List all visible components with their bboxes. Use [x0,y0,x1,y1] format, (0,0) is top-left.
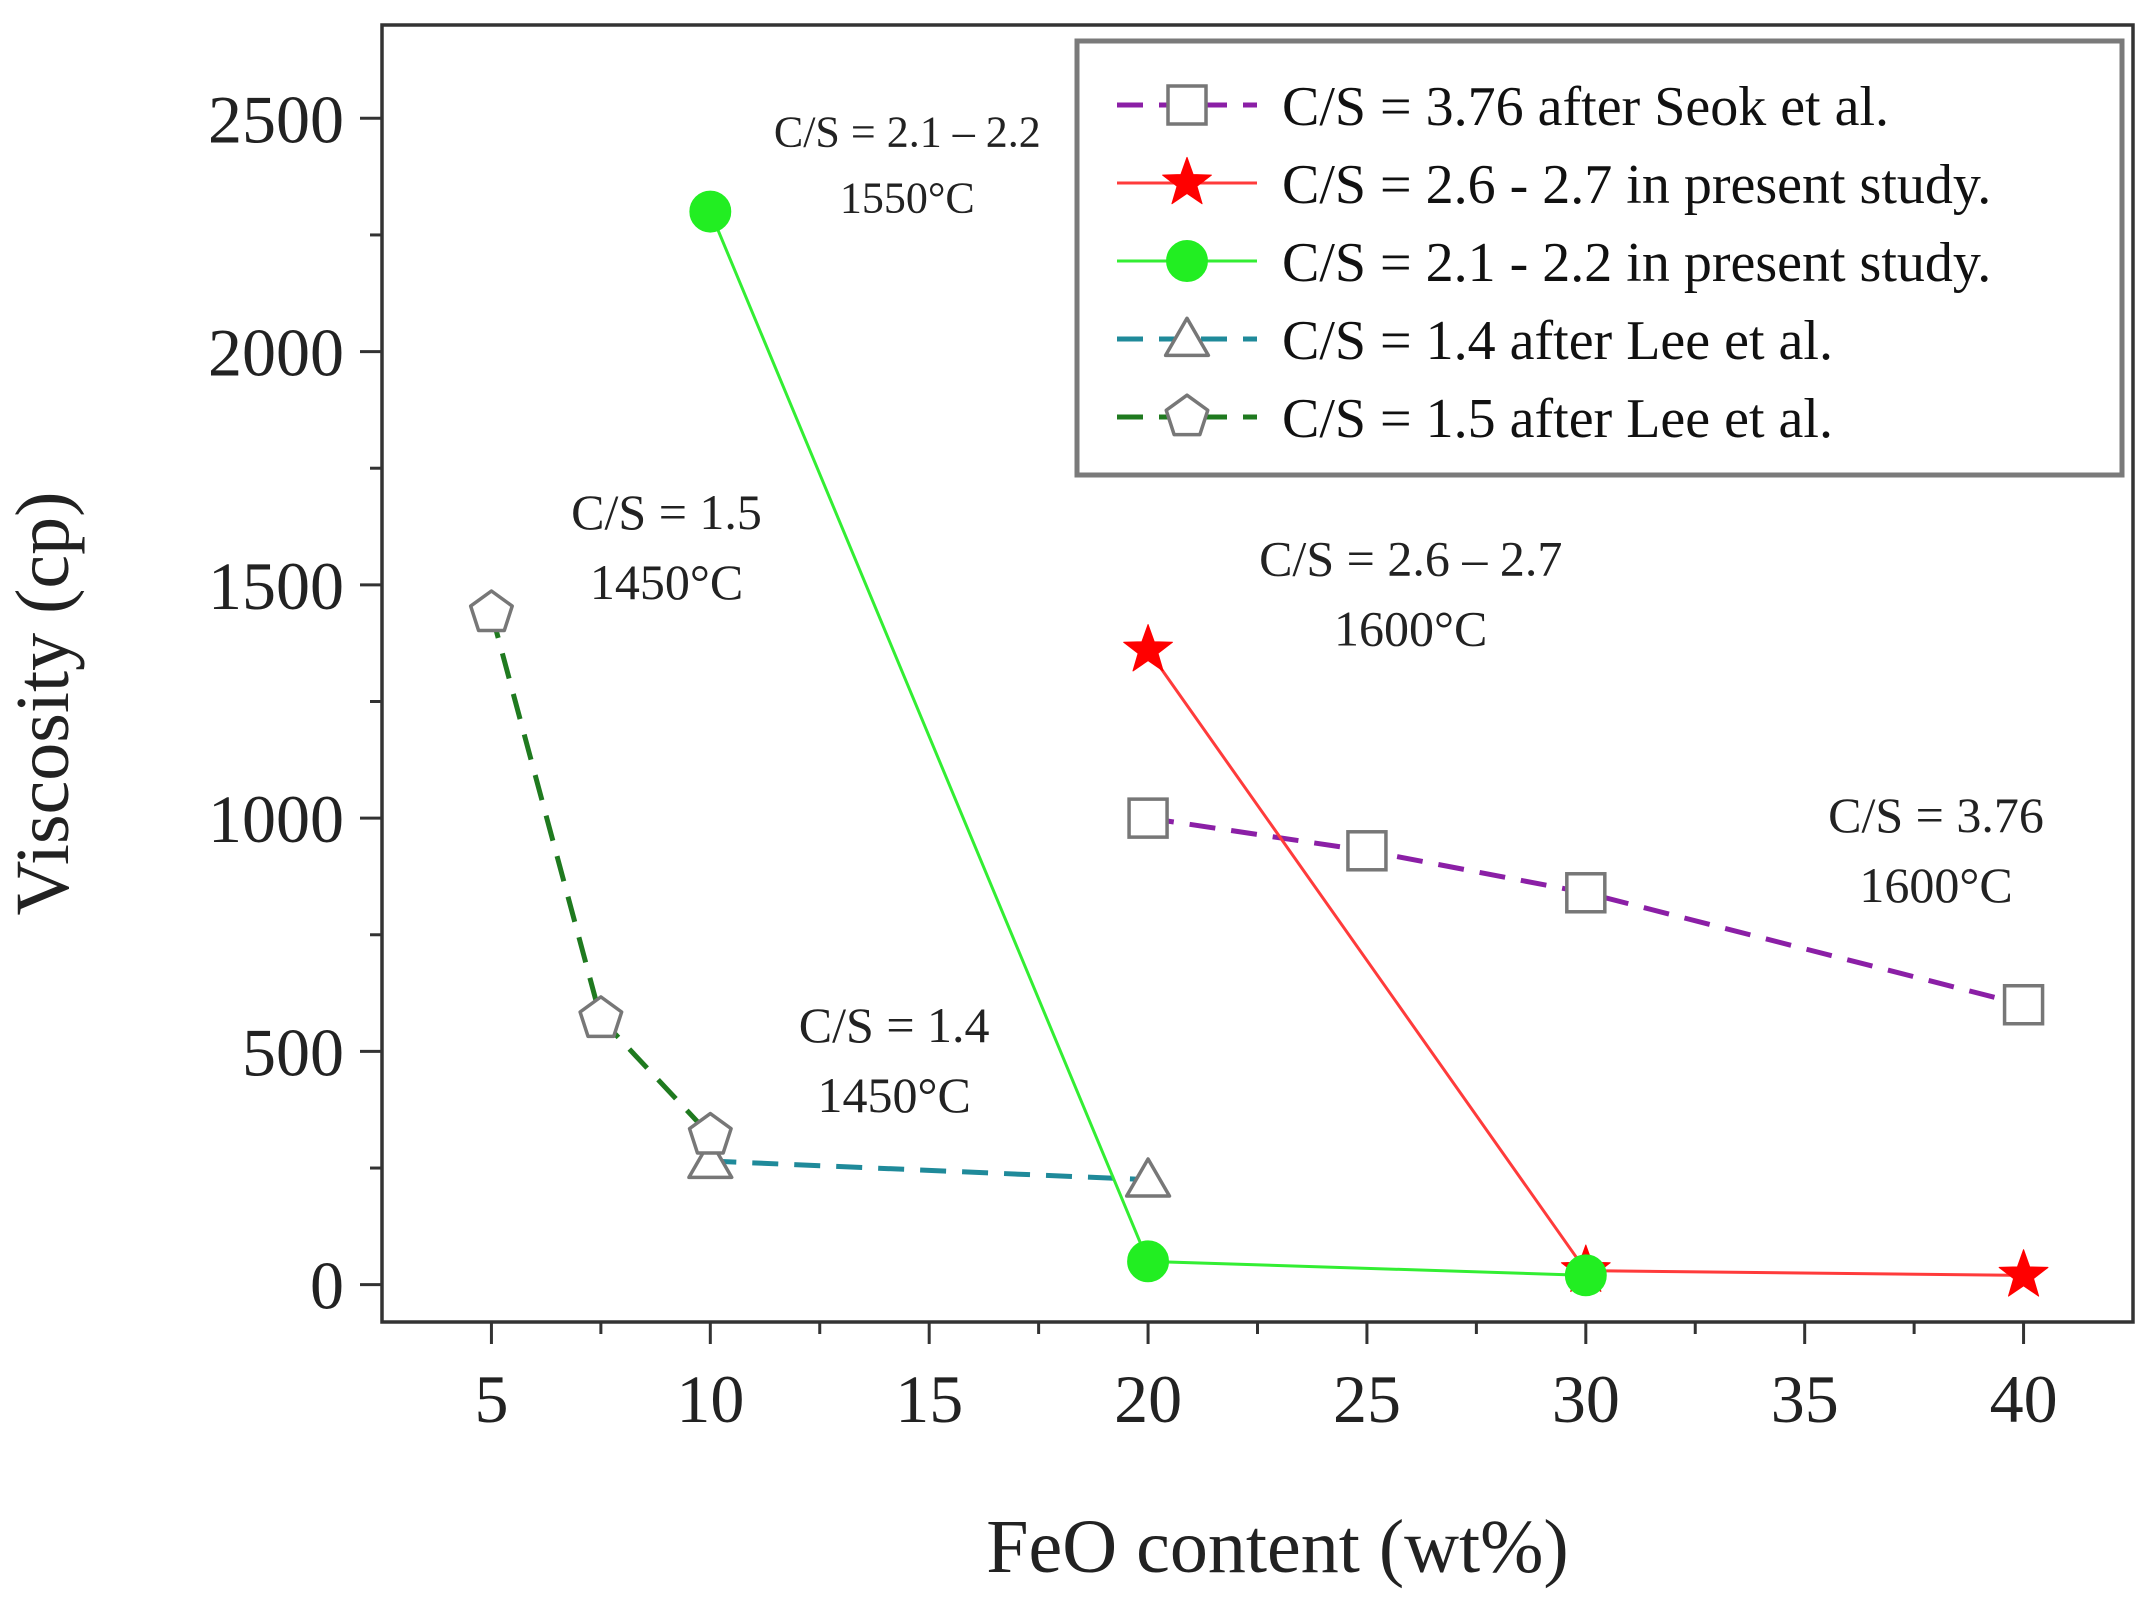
annotation-line: C/S = 2.6 – 2.7 [1259,531,1562,587]
annotation-label: C/S = 2.1 – 2.2 1550°C [774,107,1041,222]
data-point-cs-1-4-lee [687,1138,734,1180]
legend-label-cs-2-6-2-7-present: C/S = 2.6 - 2.7 in present study. [1282,154,1991,216]
data-point-cs-1-4-lee [1124,1157,1172,1198]
annotation-line: C/S = 1.4 [799,997,990,1053]
annotation-line: C/S = 2.1 – 2.2 [774,107,1041,156]
annotation-line: 1600°C [1334,601,1487,657]
data-point-cs-1-5-lee [468,589,514,633]
data-point-cs-1-5-lee [578,995,624,1039]
annotation-line: 1600°C [1859,857,2012,913]
y-tick-label: 2000 [208,315,344,391]
x-tick-label: 25 [1333,1361,1401,1437]
legend-label-cs-1-5-lee: C/S = 1.5 after Lee et al. [1282,388,1833,450]
data-point-cs-3-76-seok [2002,983,2045,1026]
x-axis-title: FeO content (wt%) [986,1505,1569,1589]
data-point-cs-1-5-lee [687,1111,733,1155]
y-tick-label: 500 [242,1014,344,1090]
x-tick-label: 40 [1990,1361,2058,1437]
legend-marker-cs-2-6-2-7-present [1162,156,1212,205]
data-point-cs-3-76-seok [1127,797,1169,839]
legend-marker-cs-3-76-seok [1166,84,1208,126]
data-point-cs-2-6-2-7-present [1998,1249,2049,1297]
annotation-label: C/S = 1.4 1450°C [799,997,990,1123]
series-markers [468,190,2049,1297]
legend-label-cs-1-4-lee: C/S = 1.4 after Lee et al. [1282,310,1833,372]
x-tick-label: 20 [1114,1361,1182,1437]
legend-label-cs-2-1-2-2-present: C/S = 2.1 - 2.2 in present study. [1282,232,1991,294]
legend-marker-cs-2-1-2-2-present [1166,240,1208,282]
annotation-label: C/S = 1.5 1450°C [571,484,762,610]
y-axis-title: Viscosity (cp) [1,492,85,916]
annotation-label: C/S = 2.6 – 2.7 1600°C [1259,531,1562,657]
annotation-line: 1450°C [590,554,743,610]
legend-marker-cs-1-5-lee [1164,393,1210,437]
x-tick-label: 5 [474,1361,508,1437]
annotation-line: 1450°C [817,1067,970,1123]
x-tick-label: 15 [895,1361,963,1437]
data-point-cs-2-6-2-7-present [1123,624,1173,672]
data-point-cs-2-1-2-2-present [1127,1240,1170,1283]
series-line-cs-1-4-lee [710,1158,1149,1183]
x-tick-label: 10 [676,1361,744,1437]
data-point-cs-3-76-seok [1565,872,1607,914]
y-axis-ticks: 0 500 1000 1500 2000 2500 [208,81,382,1324]
chart-annotations: C/S = 2.1 – 2.2 1550°CC/S = 1.5 1450°C C/S … [571,107,2044,1123]
annotation-line: C/S = 1.5 [571,484,762,540]
x-tick-label: 35 [1771,1361,1839,1437]
legend-marker-cs-1-4-lee [1163,316,1211,358]
annotation-line: 1550°C [840,173,975,222]
y-tick-label: 1000 [208,781,344,857]
x-tick-label: 30 [1552,1361,1620,1437]
x-axis-ticks: 5 10 15 20 25 30 35 40 [474,1322,2058,1437]
chart-legend: C/S = 3.76 after Seok et al. C/S = 2.6 - … [1074,38,2125,478]
y-tick-label: 0 [310,1248,344,1324]
data-point-cs-2-1-2-2-present [1564,1254,1607,1297]
data-point-cs-2-1-2-2-present [689,190,732,233]
legend-box [1074,38,2125,478]
annotation-label: C/S = 3.76 1600°C [1828,787,2044,913]
annotation-line: C/S = 3.76 [1828,787,2044,843]
y-tick-label: 2500 [208,81,344,157]
legend-label-cs-3-76-seok: C/S = 3.76 after Seok et al. [1282,76,1889,138]
data-point-cs-3-76-seok [1346,830,1388,872]
y-tick-label: 1500 [208,548,344,624]
